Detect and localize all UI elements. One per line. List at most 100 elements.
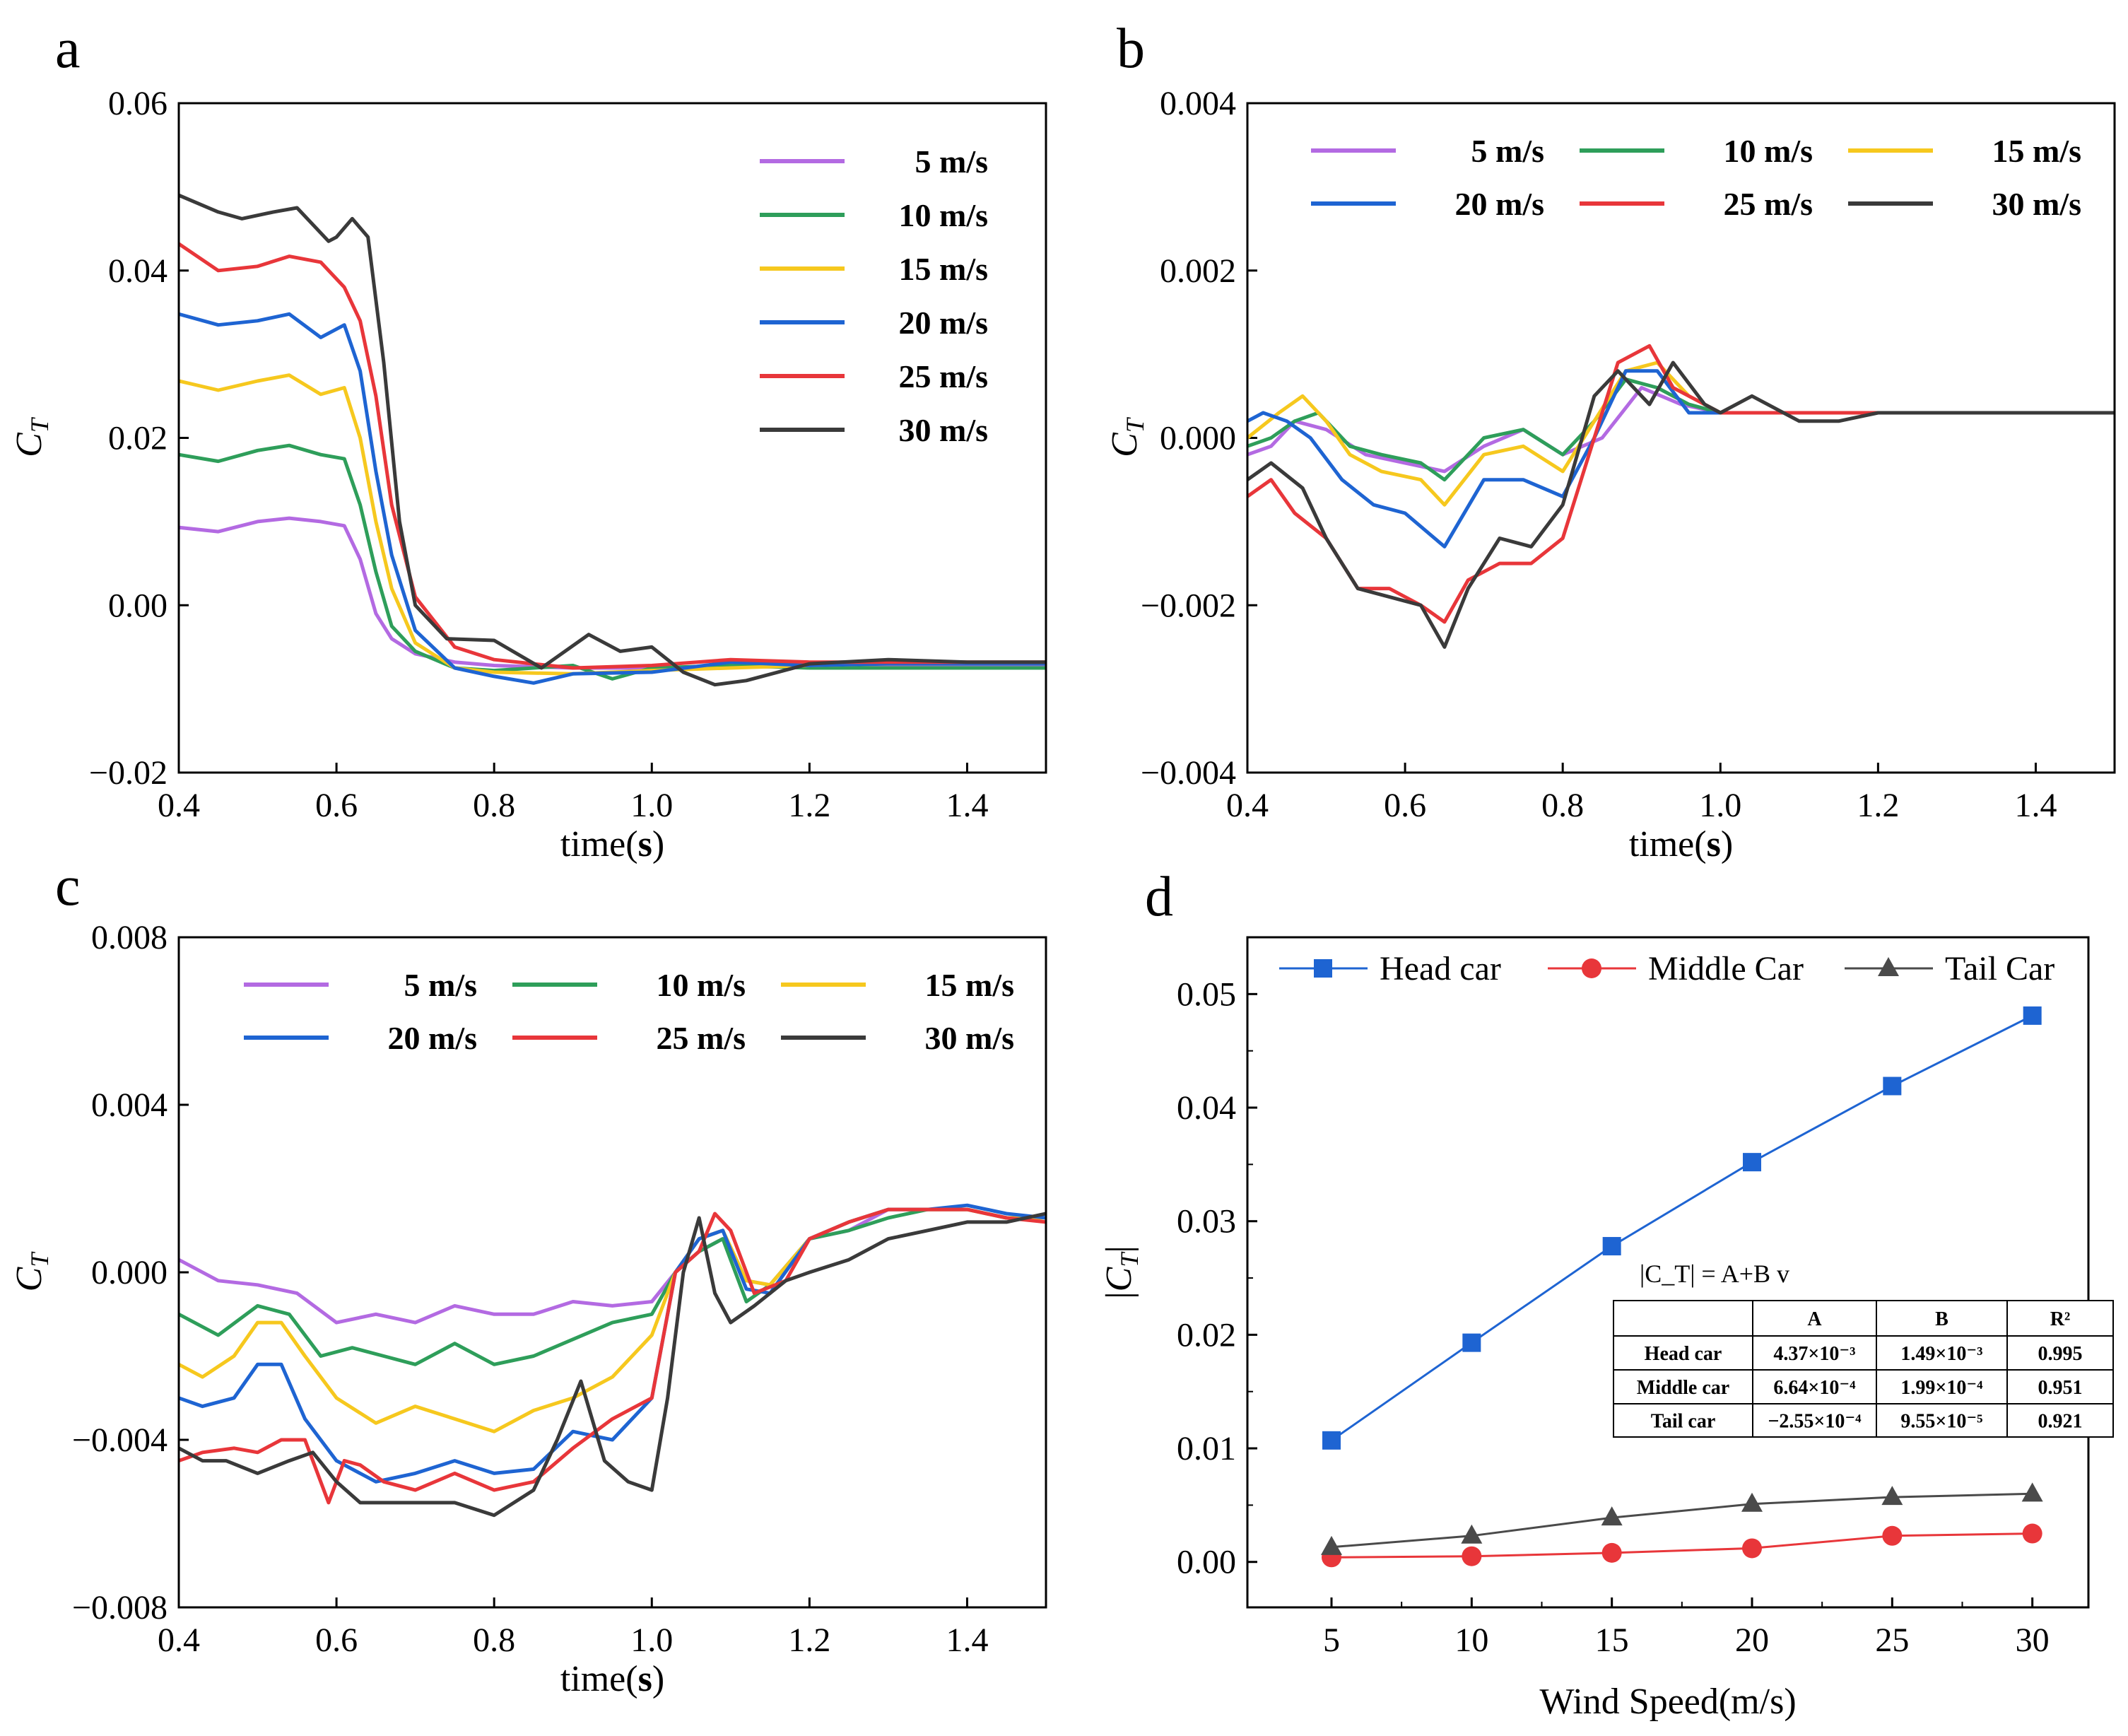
y-tick-label: 0.05 (1177, 975, 1236, 1013)
legend-marker (1582, 958, 1601, 978)
legend-label: 10 m/s (899, 197, 989, 233)
data-point (1743, 1153, 1761, 1172)
y-tick-label: 0.04 (1177, 1089, 1236, 1127)
x-tick-label: 1.4 (946, 787, 988, 824)
fit-table-cell: 6.64×10⁻⁴ (1773, 1377, 1856, 1399)
y-tick-label: 0.000 (91, 1254, 167, 1291)
legend-b: 5 m/s 10 m/s 15 m/s 20 m/s 25 m/s 30 m/s (1311, 133, 2081, 222)
data-point (1462, 1333, 1481, 1352)
y-tick-label: 0.02 (1177, 1316, 1236, 1354)
data-point (1602, 1237, 1621, 1256)
panel-a: a 0.4 0.6 0.8 1.0 1.2 1.4 −0.02 0.00 0.02 0.04 0.06… (9, 18, 1047, 864)
x-tick-label: 0.6 (315, 787, 358, 824)
x-tick-label: 0.4 (158, 787, 200, 824)
legend-label: 10 m/s (1724, 133, 1813, 169)
legend-label: 15 m/s (899, 251, 989, 287)
y-axis-label: CT (9, 416, 54, 457)
data-point (2023, 1006, 2042, 1025)
data-point (1321, 1535, 1342, 1555)
panel-label-a: a (55, 18, 81, 80)
x-tick-label: 0.8 (473, 1621, 515, 1659)
data-point (1462, 1546, 1482, 1566)
axis-ticks-c: 0.4 0.6 0.8 1.0 1.2 1.4 −0.008 −0.004 0.000 0.004… (72, 919, 989, 1659)
x-tick-label: 0.8 (1541, 787, 1584, 824)
fit-table-cell: 0.995 (2038, 1343, 2083, 1365)
legend-d: Head car Middle Car Tail Car (1279, 950, 2054, 987)
x-tick-label: 1.0 (1699, 787, 1741, 824)
legend-label: 20 m/s (1455, 186, 1545, 222)
y-axis-label: CT (1105, 416, 1149, 457)
data-point (2021, 1482, 2043, 1502)
legend-label: 25 m/s (899, 358, 989, 394)
series-line-tail-car (1330, 1492, 2034, 1549)
fit-table-header: B (1935, 1308, 1948, 1330)
axis-ticks-b: 0.4 0.6 0.8 1.0 1.2 1.4 −0.004 −0.002 0.000 0.002… (1141, 85, 2057, 824)
legend-label: 15 m/s (925, 967, 1015, 1003)
y-tick-label: 0.000 (1160, 420, 1236, 457)
y-tick-label: 0.02 (108, 420, 167, 457)
y-tick-label: −0.02 (89, 754, 167, 792)
legend-label: 30 m/s (899, 412, 989, 448)
data-point (1881, 1486, 1903, 1506)
fit-table-header: R² (2050, 1308, 2071, 1330)
x-tick-label: 30 (2016, 1621, 2050, 1659)
series-line-20-m-s (179, 312, 1046, 685)
series-line-10-m-s (179, 1207, 1046, 1366)
series-line-middle-car (1330, 1532, 2034, 1559)
series-line-30-m-s (179, 1212, 1046, 1518)
legend-label: 20 m/s (899, 305, 989, 341)
fit-table-cell: 0.921 (2038, 1411, 2083, 1433)
x-tick-label: 20 (1735, 1621, 1769, 1659)
x-tick-label: 1.0 (630, 1621, 673, 1659)
plot-area-b (1247, 344, 2115, 649)
legend-label: 5 m/s (404, 967, 478, 1003)
legend-label: 5 m/s (915, 143, 989, 180)
legend-marker (1314, 959, 1332, 978)
x-tick-label: 1.0 (630, 787, 673, 824)
plot-area-d (1330, 1014, 2034, 1559)
plot-frame (1246, 102, 2116, 774)
data-point (1882, 1525, 1903, 1546)
y-tick-label: −0.004 (1141, 754, 1236, 792)
legend-label: 5 m/s (1471, 133, 1545, 169)
fit-table-cell: −2.55×10⁻⁴ (1768, 1411, 1862, 1433)
fit-table-cell: 4.37×10⁻³ (1773, 1343, 1855, 1365)
data-point (1601, 1506, 1623, 1526)
legend-label: Middle Car (1648, 950, 1804, 987)
data-point (1742, 1538, 1762, 1559)
panel-label-b: b (1117, 18, 1145, 80)
legend-label: 10 m/s (657, 967, 746, 1003)
y-tick-label: 0.004 (1160, 85, 1236, 122)
x-axis-label: time(s) (560, 824, 664, 864)
x-tick-label: 10 (1454, 1621, 1488, 1659)
fit-table: A B R² Head car 4.37×10⁻³ 1.49×10⁻³ 0.995 Middl… (1613, 1300, 2114, 1438)
x-tick-label: 1.2 (788, 1621, 830, 1659)
legend-label: 15 m/s (1992, 133, 2082, 169)
legend-label: 30 m/s (925, 1020, 1015, 1056)
y-tick-label: −0.004 (72, 1421, 167, 1459)
y-axis-label: CT (9, 1251, 54, 1292)
x-tick-label: 0.8 (473, 787, 515, 824)
fit-table-border (1613, 1300, 2114, 1438)
fit-table-cell: Head car (1645, 1343, 1722, 1365)
y-tick-label: 0.06 (108, 85, 167, 122)
y-tick-label: 0.00 (1177, 1544, 1236, 1581)
x-axis-label: Wind Speed(m/s) (1539, 1682, 1796, 1722)
fit-table-cell: 9.55×10⁻⁵ (1900, 1411, 1982, 1433)
y-tick-label: 0.03 (1177, 1203, 1236, 1241)
fit-table-cell: 1.99×10⁻⁴ (1900, 1377, 1983, 1399)
plot-frame (177, 936, 1047, 1609)
legend-label: Tail Car (1945, 950, 2054, 987)
x-tick-label: 25 (1875, 1621, 1909, 1659)
x-tick-label: 1.4 (2014, 787, 2057, 824)
legend-label: 25 m/s (1724, 186, 1813, 222)
legend-label: 25 m/s (657, 1020, 746, 1056)
panel-d: d 5 10 15 20 25 30 0.00 0.01 0.02 0.03 0.04 0.05 Wind… (1099, 866, 2114, 1722)
data-point (1883, 1077, 1902, 1096)
data-point (2022, 1523, 2042, 1544)
data-point (1741, 1492, 1763, 1512)
legend-c: 5 m/s 10 m/s 15 m/s 20 m/s 25 m/s 30 m/s (244, 967, 1014, 1056)
y-axis-label: |CT| (1099, 1245, 1144, 1299)
legend-marker (1878, 957, 1899, 976)
x-tick-label: 5 (1323, 1621, 1340, 1659)
